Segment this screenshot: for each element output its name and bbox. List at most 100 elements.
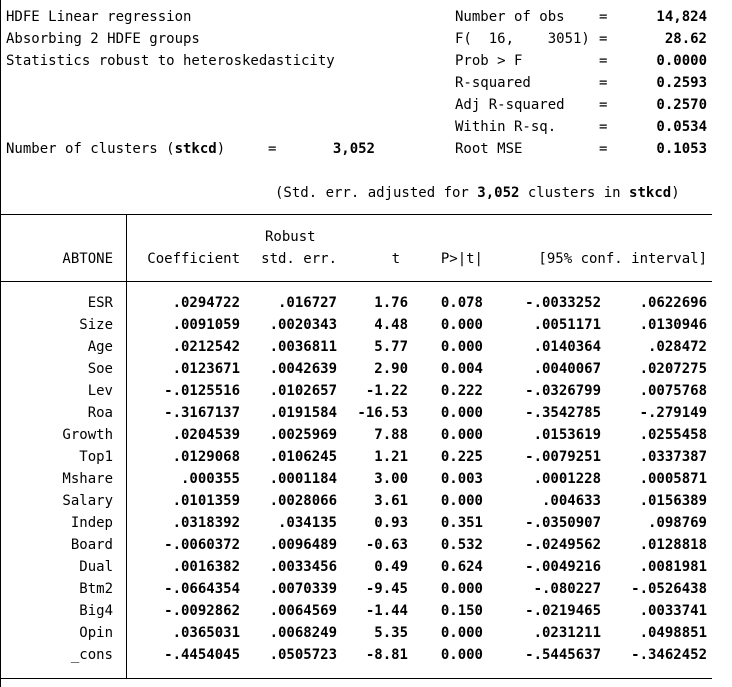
row-t: 7.88 (374, 427, 408, 443)
row-variable: Btm2 (79, 581, 113, 597)
model-title: HDFE Linear regression (6, 9, 192, 25)
row-t: 2.90 (374, 361, 408, 377)
left-border (0, 0, 1, 687)
row-ci-high: .0337387 (639, 449, 707, 465)
stat-eq: = (599, 9, 608, 25)
row-variable: Lev (87, 383, 113, 399)
table-row: Salary .0101359 .0028066 3.61 0.000 .004633 .0… (0, 490, 732, 512)
col-t: t (391, 251, 400, 267)
row-p: 0.000 (440, 625, 483, 641)
row-t: 0.93 (374, 515, 408, 531)
stat-label: Prob > F (455, 53, 523, 69)
row-coefficient: .0129068 (172, 449, 240, 465)
row-std-err: .0028066 (269, 493, 337, 509)
row-p: 0.351 (440, 515, 483, 531)
row-ci-high: .0130946 (639, 317, 707, 333)
row-ci-low: .0140364 (533, 339, 601, 355)
row-variable: ESR (87, 295, 113, 311)
table-top-rule (0, 214, 712, 215)
row-std-err: .0033456 (269, 559, 337, 575)
adjusted-middle: clusters in (519, 185, 630, 201)
row-variable: Big4 (79, 603, 113, 619)
row-p: 0.000 (440, 339, 483, 355)
row-p: 0.000 (440, 317, 483, 333)
stat-label: R-squared (455, 75, 531, 91)
absorb-line: Absorbing 2 HDFE groups (6, 31, 200, 47)
row-std-err: .0070339 (269, 581, 337, 597)
row-ci-high: .0622696 (639, 295, 707, 311)
row-p: 0.078 (440, 295, 483, 311)
row-std-err: .0025969 (269, 427, 337, 443)
adjusted-count: 3,052 (477, 185, 520, 201)
row-t: -1.22 (365, 383, 408, 399)
row-ci-high: .0255458 (639, 427, 707, 443)
adjusted-suffix: ) (671, 185, 680, 201)
col-conf-interval: [95% conf. interval] (538, 251, 707, 267)
row-std-err: .0106245 (269, 449, 337, 465)
table-row: Age .0212542 .0036811 5.77 0.000 .0140364 .028… (0, 336, 732, 358)
row-variable: Age (87, 339, 113, 355)
row-t: 5.35 (374, 625, 408, 641)
table-header-rule (0, 281, 712, 282)
row-coefficient: -.3167137 (164, 405, 240, 421)
row-t: 5.77 (374, 339, 408, 355)
row-ci-high: .028472 (647, 339, 707, 355)
row-ci-high: -.0526438 (631, 581, 707, 597)
row-coefficient: .0091059 (172, 317, 240, 333)
row-ci-low: -.0219465 (525, 603, 601, 619)
row-variable: Board (70, 537, 113, 553)
stat-eq: = (599, 141, 608, 157)
robust-label: Robust (265, 229, 316, 245)
row-ci-low: -.0350907 (525, 515, 601, 531)
row-p: 0.004 (440, 361, 483, 377)
row-std-err: .0505723 (269, 647, 337, 663)
adjusted-note: (Std. err. adjusted for 3,052 clusters i… (275, 182, 680, 204)
table-bottom-rule (0, 678, 712, 679)
clusters-line: Number of clusters (stkcd) (6, 138, 225, 160)
row-ci-low: -.0049216 (525, 559, 601, 575)
clusters-close: ) (216, 141, 226, 157)
row-p: 0.624 (440, 559, 483, 575)
row-variable: Size (79, 317, 113, 333)
table-row: Board -.0060372 .0096489 -0.63 0.532 -.024956… (0, 534, 732, 556)
row-ci-high: .0081981 (639, 559, 707, 575)
row-ci-high: .0207275 (639, 361, 707, 377)
clusters-label: Number of clusters ( (6, 141, 175, 157)
row-p: 0.000 (440, 581, 483, 597)
table-column-divider (126, 214, 127, 678)
stat-value: 0.2593 (656, 75, 707, 91)
row-coefficient: -.0092862 (164, 603, 240, 619)
row-std-err: .034135 (277, 515, 337, 531)
stat-label: Within R-sq. (455, 119, 557, 135)
row-t: -16.53 (357, 405, 408, 421)
row-p: 0.150 (440, 603, 483, 619)
row-t: 1.76 (374, 295, 408, 311)
row-ci-low: .0040067 (533, 361, 601, 377)
clusters-value: 3,052 (332, 141, 375, 157)
row-variable: Salary (62, 493, 113, 509)
row-t: 4.48 (374, 317, 408, 333)
table-row: Mshare .000355 .0001184 3.00 0.003 .0001228 .0… (0, 468, 732, 490)
stat-value: 0.2570 (656, 97, 707, 113)
table-row: Lev -.0125516 .0102657 -1.22 0.222 -.0326799.… (0, 380, 732, 402)
row-std-err: .0096489 (269, 537, 337, 553)
row-p: 0.000 (440, 647, 483, 663)
row-p: 0.000 (440, 427, 483, 443)
row-coefficient: .000355 (180, 471, 240, 487)
row-std-err: .016727 (277, 295, 337, 311)
adjusted-var: stkcd (629, 185, 672, 201)
table-row: Opin .0365031 .0068249 5.35 0.000 .0231211 .04… (0, 622, 732, 644)
table-row: Soe .0123671 .0042639 2.90 0.004 .0040067 .020… (0, 358, 732, 380)
row-coefficient: .0365031 (172, 625, 240, 641)
stat-label: Number of obs (455, 9, 565, 25)
row-ci-high: -.279149 (639, 405, 707, 421)
col-coefficient: Coefficient (147, 251, 240, 267)
row-t: 0.49 (374, 559, 408, 575)
stat-value: 28.62 (664, 31, 707, 47)
row-ci-high: .098769 (647, 515, 707, 531)
row-ci-low: -.0033252 (525, 295, 601, 311)
row-variable: Roa (87, 405, 113, 421)
row-std-err: .0042639 (269, 361, 337, 377)
row-p: 0.532 (440, 537, 483, 553)
adjusted-prefix: (Std. err. adjusted for (275, 185, 478, 201)
